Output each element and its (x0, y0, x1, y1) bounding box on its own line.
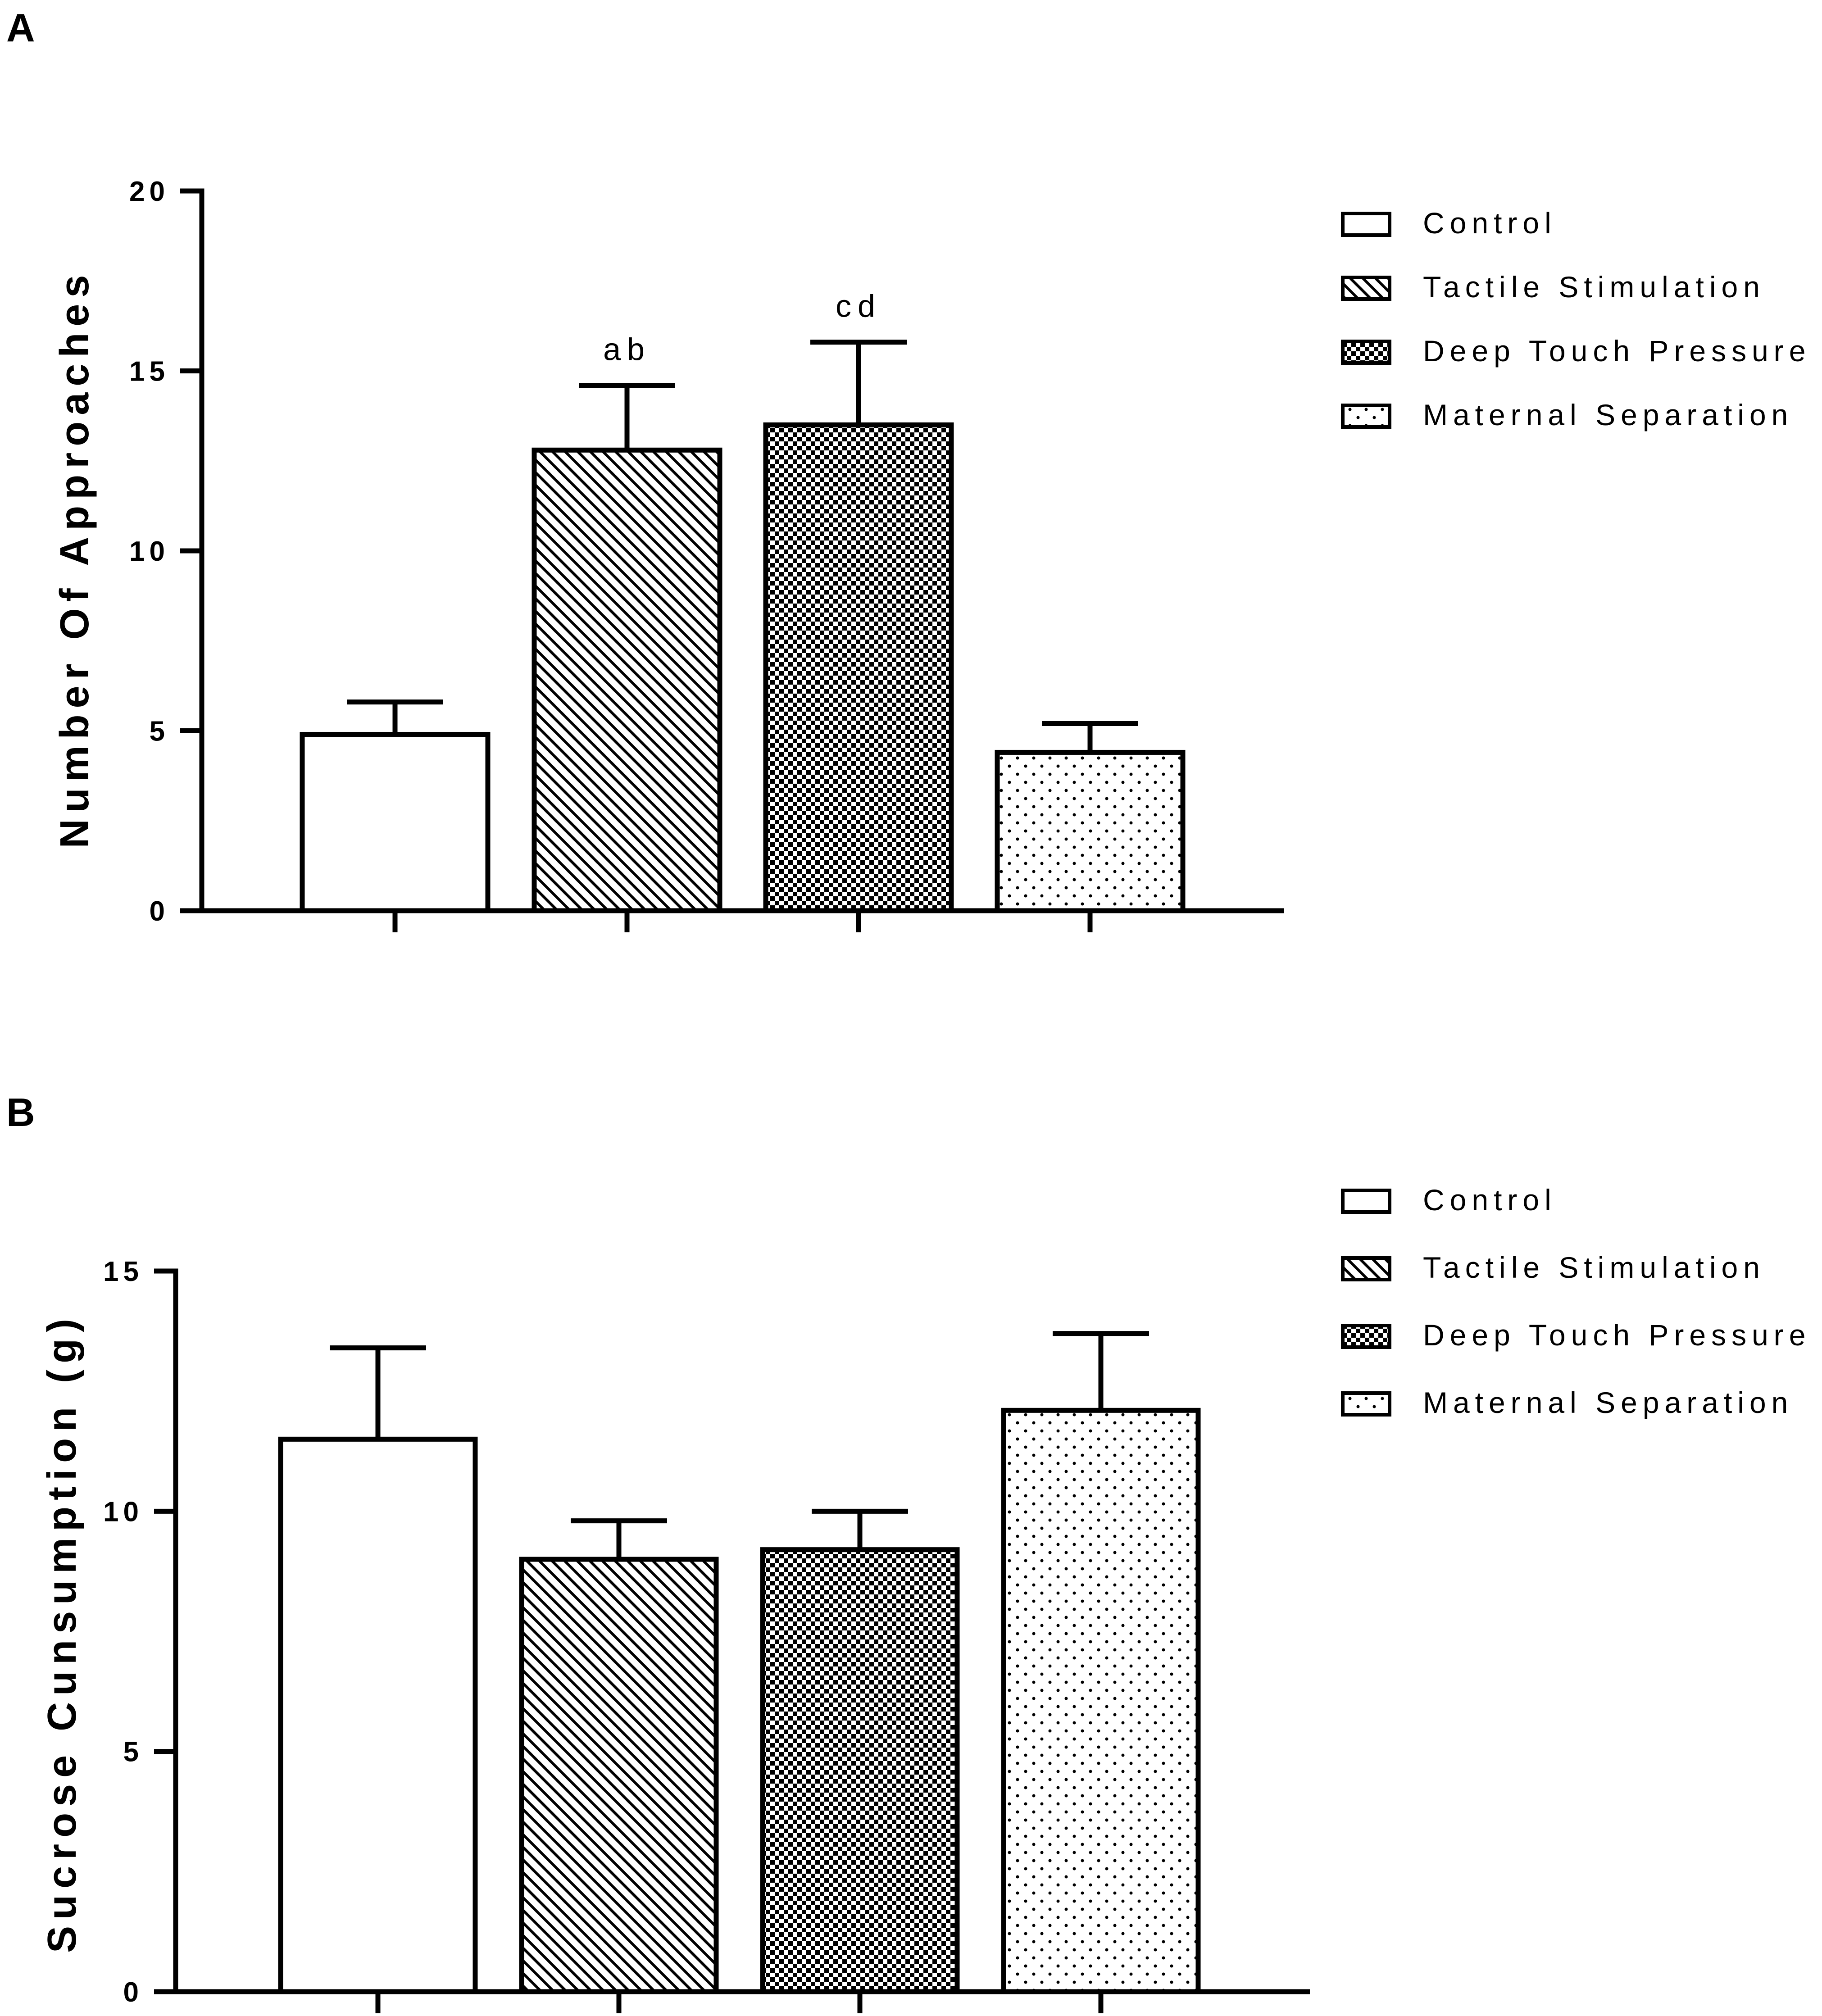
legend-swatch (1341, 212, 1391, 237)
bar-tactile-stimulation (519, 1557, 719, 1994)
legend-swatch (1341, 276, 1391, 301)
y-tick-label: 10 (103, 1496, 143, 1527)
y-axis-title-a: Number Of Approaches (52, 269, 97, 849)
legend-swatch (1341, 1391, 1391, 1417)
legend-swatch (1341, 1256, 1391, 1281)
plot-b: 0 5 10 15 (103, 1256, 1310, 2013)
y-tick-label: 5 (150, 716, 169, 747)
legend-label: Maternal Separation (1423, 1386, 1793, 1419)
panel-label-b: B (6, 1090, 35, 1135)
y-tick-label: 15 (103, 1256, 143, 1287)
bar-maternal-separation (995, 749, 1186, 913)
legend-swatch (1341, 404, 1391, 429)
legend-swatch (1341, 1324, 1391, 1349)
significance-label: cd (836, 289, 881, 324)
bar-control (300, 731, 491, 913)
panel-a: A Number Of Approaches 0 5 10 15 20 ab cd Cont… (6, 5, 1811, 932)
legend-label: Control (1423, 1183, 1557, 1217)
legend-b: Control Tactile Stimulation Deep Touch Pre… (1341, 1183, 1811, 1419)
y-tick-label: 15 (129, 356, 169, 387)
y-tick-label: 0 (150, 896, 169, 927)
y-tick-label: 20 (129, 176, 169, 207)
legend-label: Maternal Separation (1423, 398, 1793, 431)
bar-deep-touch-pressure (763, 422, 954, 913)
legend-label: Deep Touch Pressure (1423, 1318, 1811, 1352)
y-axis-title-b: Sucrose Cunsumption (g) (40, 1312, 85, 1953)
legend-label: Control (1423, 206, 1557, 240)
bar-tactile-stimulation (532, 447, 722, 913)
plot-a: 0 5 10 15 20 ab cd (129, 176, 1284, 932)
panel-label-a: A (6, 5, 35, 50)
legend-swatch (1341, 340, 1391, 365)
bar-control (278, 1436, 478, 1994)
bar-deep-touch-pressure (760, 1547, 960, 1994)
legend-label: Tactile Stimulation (1423, 1251, 1765, 1284)
y-tick-label: 5 (123, 1737, 143, 1768)
legend-a: Control Tactile Stimulation Deep Touch Pre… (1341, 206, 1811, 431)
panel-b: B Sucrose Cunsumption (g) 0 5 10 15 Control… (6, 1090, 1811, 2013)
legend-swatch (1341, 1189, 1391, 1214)
legend-label: Tactile Stimulation (1423, 270, 1765, 304)
bar-maternal-separation (1001, 1408, 1201, 1994)
y-tick-label: 0 (123, 1977, 143, 2008)
significance-label: ab (603, 331, 651, 367)
legend-label: Deep Touch Pressure (1423, 334, 1811, 368)
y-tick-label: 10 (129, 536, 169, 567)
